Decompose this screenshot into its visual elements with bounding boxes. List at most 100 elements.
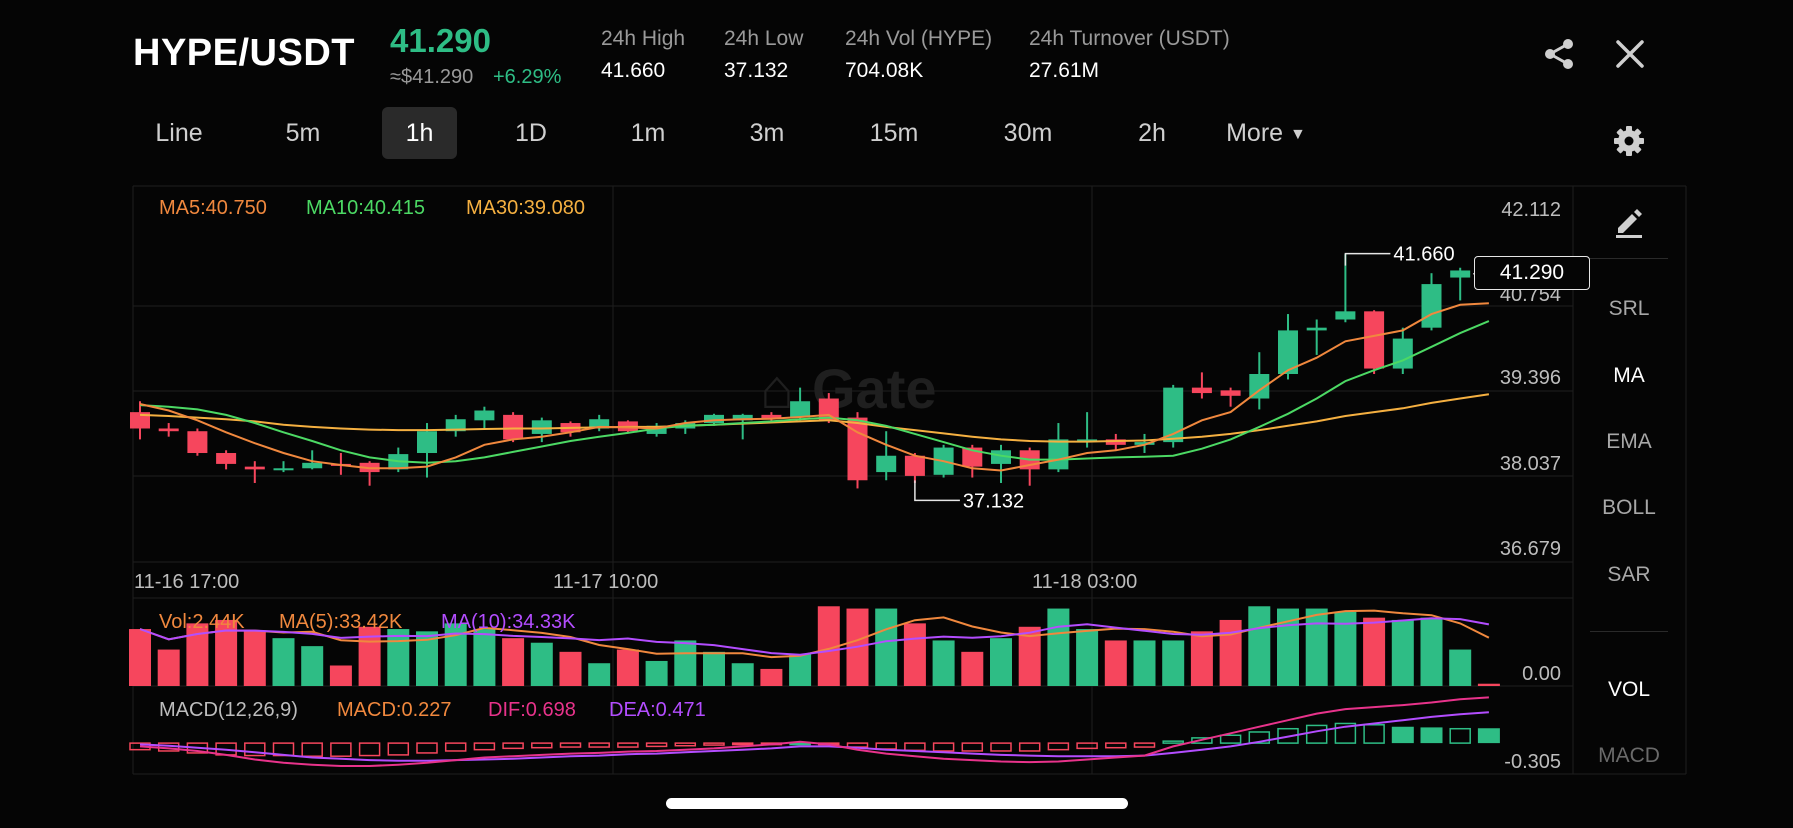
volume-bar xyxy=(1104,640,1127,686)
home-indicator-bar[interactable] xyxy=(666,798,1128,809)
candle-body xyxy=(1105,439,1126,445)
macd-hist-bar xyxy=(1363,724,1385,744)
macd-hist-bar xyxy=(1449,727,1471,744)
indicator-srl[interactable]: SRL xyxy=(1608,297,1650,320)
stat-turnover-value: 27.61M xyxy=(1029,59,1100,82)
close-icon[interactable] xyxy=(1614,38,1646,70)
volume-bar xyxy=(1277,608,1299,686)
volume-bar xyxy=(616,649,639,686)
volume-bar xyxy=(961,651,984,686)
macd-hist-bar xyxy=(387,742,410,756)
tab-more[interactable]: More ▼ xyxy=(1216,107,1316,159)
high-marker-line xyxy=(1344,252,1391,266)
stat-vol-label: 24h Vol (HYPE) xyxy=(845,27,993,50)
candle-body xyxy=(474,410,495,421)
volume-bar xyxy=(416,631,438,686)
candle-body xyxy=(732,414,753,421)
low-marker-line xyxy=(914,480,960,502)
vol-axis-label: 0.00 xyxy=(1522,663,1561,685)
macd-hist-bar xyxy=(588,742,610,748)
candle-body xyxy=(417,431,437,454)
legend-macd-title: MACD(12,26,9) xyxy=(159,699,298,721)
volume-bar xyxy=(157,649,180,686)
volume-bar xyxy=(215,619,238,686)
tab-5m[interactable]: 5m xyxy=(285,119,321,147)
volume-bar xyxy=(760,668,783,686)
macd-hist-bar xyxy=(330,742,352,757)
indicator-sar[interactable]: SAR xyxy=(1607,563,1651,586)
dea-line xyxy=(139,711,1489,762)
volume-bar xyxy=(1248,606,1271,686)
tab-more-label: More xyxy=(1226,119,1284,147)
volume-bar xyxy=(186,623,209,686)
volume-bar xyxy=(1420,617,1443,686)
candle-body xyxy=(158,428,179,432)
candle-body xyxy=(646,425,667,434)
tab-30m[interactable]: 30m xyxy=(1003,119,1053,147)
candle-body xyxy=(876,455,897,473)
volume-bar xyxy=(129,629,151,686)
price-axis-label: 42.112 xyxy=(1501,199,1561,221)
price-axis-label: 36.679 xyxy=(1499,538,1561,560)
candle-body xyxy=(904,455,925,476)
candle-body xyxy=(962,447,983,467)
candle-body xyxy=(1278,330,1298,374)
macd-hist-bar xyxy=(502,742,524,750)
volume-bar xyxy=(588,663,611,686)
indicator-ma[interactable]: MA xyxy=(1613,364,1645,387)
share-icon[interactable] xyxy=(1541,36,1577,72)
candle-body xyxy=(216,453,237,464)
tab-3m[interactable]: 3m xyxy=(749,119,785,147)
macd-hist-bar xyxy=(1277,727,1299,744)
stat-high-value: 41.660 xyxy=(601,59,666,82)
sidebar-divider xyxy=(1590,258,1668,259)
drawing-pen-icon[interactable] xyxy=(1612,204,1646,238)
candle-body xyxy=(991,450,1011,464)
candle-body xyxy=(1421,284,1442,328)
current-price-tag: 41.290 xyxy=(1474,256,1590,290)
tab-1d[interactable]: 1D xyxy=(515,119,547,147)
tab-2h[interactable]: 2h xyxy=(1138,119,1166,147)
tab-15m[interactable]: 15m xyxy=(869,119,919,147)
pair-title: HYPE/USDT xyxy=(133,32,355,74)
candle-body xyxy=(1335,311,1356,320)
stat-turnover-label: 24h Turnover (USDT) xyxy=(1029,27,1230,50)
macd-hist-bar xyxy=(416,742,438,754)
volume-bar xyxy=(444,623,467,686)
macd-axis-label: -0.305 xyxy=(1504,751,1561,773)
volume-bar xyxy=(502,638,525,686)
tab-1m[interactable]: 1m xyxy=(630,119,666,147)
candle-body xyxy=(244,466,265,470)
indicator-ema[interactable]: EMA xyxy=(1606,430,1652,453)
legend-vol-ma5: MA(5):33.42K xyxy=(279,611,403,633)
volume-bar xyxy=(243,631,266,686)
macd-hist-bar xyxy=(1191,737,1213,744)
macd-hist-bar xyxy=(932,742,955,752)
volume-bar xyxy=(1305,608,1328,686)
macd-hist-bar xyxy=(1076,742,1098,750)
volume-bar xyxy=(1018,626,1041,686)
macd-hist-bar xyxy=(961,742,984,752)
sub-indicator-vol[interactable]: VOL xyxy=(1607,678,1651,701)
volume-bar xyxy=(329,665,352,686)
volume-bar xyxy=(559,651,582,686)
volume-bar xyxy=(674,640,697,686)
price-axis-label: 39.396 xyxy=(1499,367,1561,389)
candle-body xyxy=(1306,327,1327,331)
macd-hist-bar xyxy=(1219,734,1242,744)
candle-body xyxy=(761,414,782,419)
macd-hist-bar xyxy=(703,742,725,746)
volume-bar xyxy=(1449,649,1472,686)
volume-bar xyxy=(875,608,898,686)
volume-bar xyxy=(903,623,926,686)
tab-1h[interactable]: 1h xyxy=(382,107,457,159)
candle-body xyxy=(1249,374,1270,399)
indicator-boll[interactable]: BOLL xyxy=(1602,496,1656,519)
ma5-line xyxy=(139,302,1489,472)
tab-line[interactable]: Line xyxy=(155,119,203,147)
caret-down-icon: ▼ xyxy=(1290,126,1306,143)
macd-hist-bar xyxy=(1420,727,1443,744)
sub-indicator-macd[interactable]: MACD xyxy=(1598,744,1660,767)
settings-gear-icon[interactable] xyxy=(1613,125,1645,157)
